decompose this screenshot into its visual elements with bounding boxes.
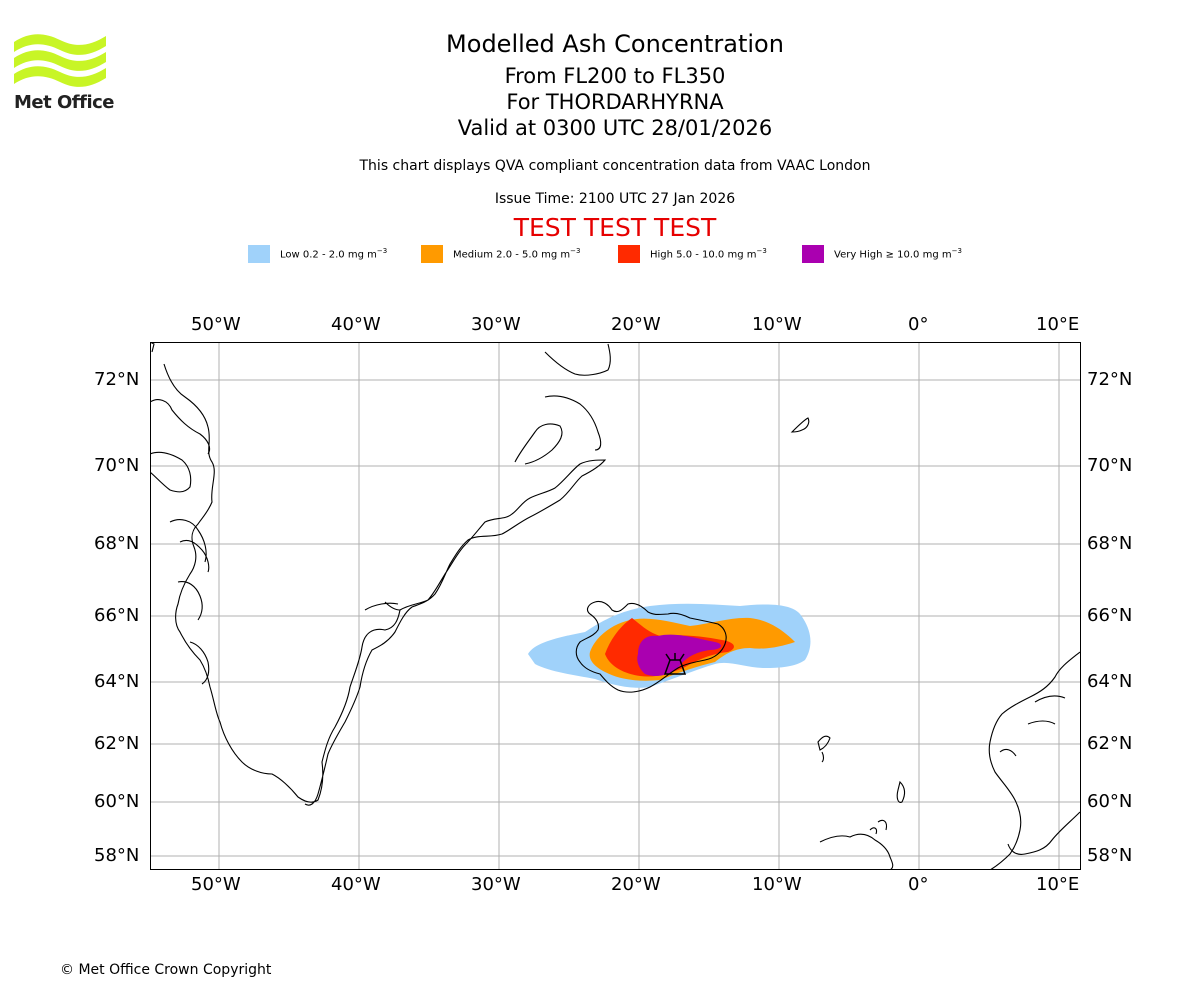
lat-label-right-58n: 58°N (1087, 845, 1133, 866)
lon-label-bottom-50w: 50°W (191, 874, 241, 895)
legend-label-low: Low 0.2 - 2.0 mg m−3 (280, 247, 388, 261)
lat-label-left-68n: 68°N (94, 533, 140, 554)
chart-title: Modelled Ash Concentration (446, 30, 784, 58)
lat-label-left-60n: 60°N (94, 791, 140, 812)
legend-item-medium: Medium 2.0 - 5.0 mg m−3 (421, 244, 580, 264)
legend-item-very-high: Very High ≥ 10.0 mg m−3 (802, 244, 962, 264)
lat-label-left-62n: 62°N (94, 733, 140, 754)
legend-label-high: High 5.0 - 10.0 mg m−3 (650, 247, 767, 261)
lon-label-top-50w: 50°W (191, 314, 241, 335)
lon-label-top-40w: 40°W (331, 314, 381, 335)
legend-label-very-high: Very High ≥ 10.0 mg m−3 (834, 247, 962, 261)
map-frame (150, 342, 1081, 870)
lon-label-top-10w: 10°W (752, 314, 802, 335)
legend-label-medium: Medium 2.0 - 5.0 mg m−3 (453, 247, 581, 261)
lon-label-bottom-40w: 40°W (331, 874, 381, 895)
volcano-marker-icon (663, 653, 687, 675)
map-plot (150, 342, 1081, 870)
met-office-waves-icon (14, 34, 106, 87)
copyright-notice: © Met Office Crown Copyright (60, 962, 272, 978)
lon-label-top-30w: 30°W (471, 314, 521, 335)
legend-item-high: High 5.0 - 10.0 mg m−3 (618, 244, 767, 264)
lon-label-top-20w: 20°W (611, 314, 661, 335)
lon-label-bottom-20w: 20°W (611, 874, 661, 895)
lat-label-right-62n: 62°N (1087, 733, 1133, 754)
chart-description: This chart displays QVA compliant concen… (359, 158, 871, 174)
legend-swatch-very-high (802, 245, 824, 263)
met-office-logo-text: Met Office (14, 92, 115, 113)
flight-levels: From FL200 to FL350 (504, 64, 726, 88)
lat-label-right-68n: 68°N (1087, 533, 1133, 554)
norway-coastline (988, 651, 1080, 869)
legend-item-low: Low 0.2 - 2.0 mg m−3 (248, 244, 387, 264)
legend-swatch-high (618, 245, 640, 263)
lat-label-left-66n: 66°N (94, 605, 140, 626)
lat-label-right-72n: 72°N (1087, 369, 1133, 390)
lat-label-left-70n: 70°N (94, 455, 140, 476)
lon-label-top-0: 0° (908, 314, 929, 335)
issue-time: Issue Time: 2100 UTC 27 Jan 2026 (494, 191, 736, 207)
volcano-name: For THORDARHYRNA (506, 90, 724, 114)
lat-label-right-70n: 70°N (1087, 455, 1133, 476)
lat-label-left-64n: 64°N (94, 671, 140, 692)
lat-label-right-64n: 64°N (1087, 671, 1133, 692)
legend-swatch-low (248, 245, 270, 263)
lat-label-left-58n: 58°N (94, 845, 140, 866)
test-banner: TEST TEST TEST (513, 213, 717, 242)
lon-label-bottom-10w: 10°W (752, 874, 802, 895)
lon-label-top-10e: 10°E (1036, 314, 1080, 335)
lon-label-bottom-10e: 10°E (1036, 874, 1080, 895)
lat-label-left-72n: 72°N (94, 369, 140, 390)
lon-label-bottom-0: 0° (908, 874, 929, 895)
lat-label-right-66n: 66°N (1087, 605, 1133, 626)
coastlines (150, 342, 1080, 869)
graticule (150, 342, 1080, 869)
lon-label-bottom-30w: 30°W (471, 874, 521, 895)
greenland-coastline (150, 342, 607, 806)
met-office-logo (14, 30, 106, 110)
ash-area-very-high (637, 634, 722, 676)
legend-swatch-medium (421, 245, 443, 263)
lat-label-right-60n: 60°N (1087, 791, 1133, 812)
valid-time: Valid at 0300 UTC 28/01/2026 (457, 116, 773, 140)
iceland-coastline (575, 600, 727, 693)
